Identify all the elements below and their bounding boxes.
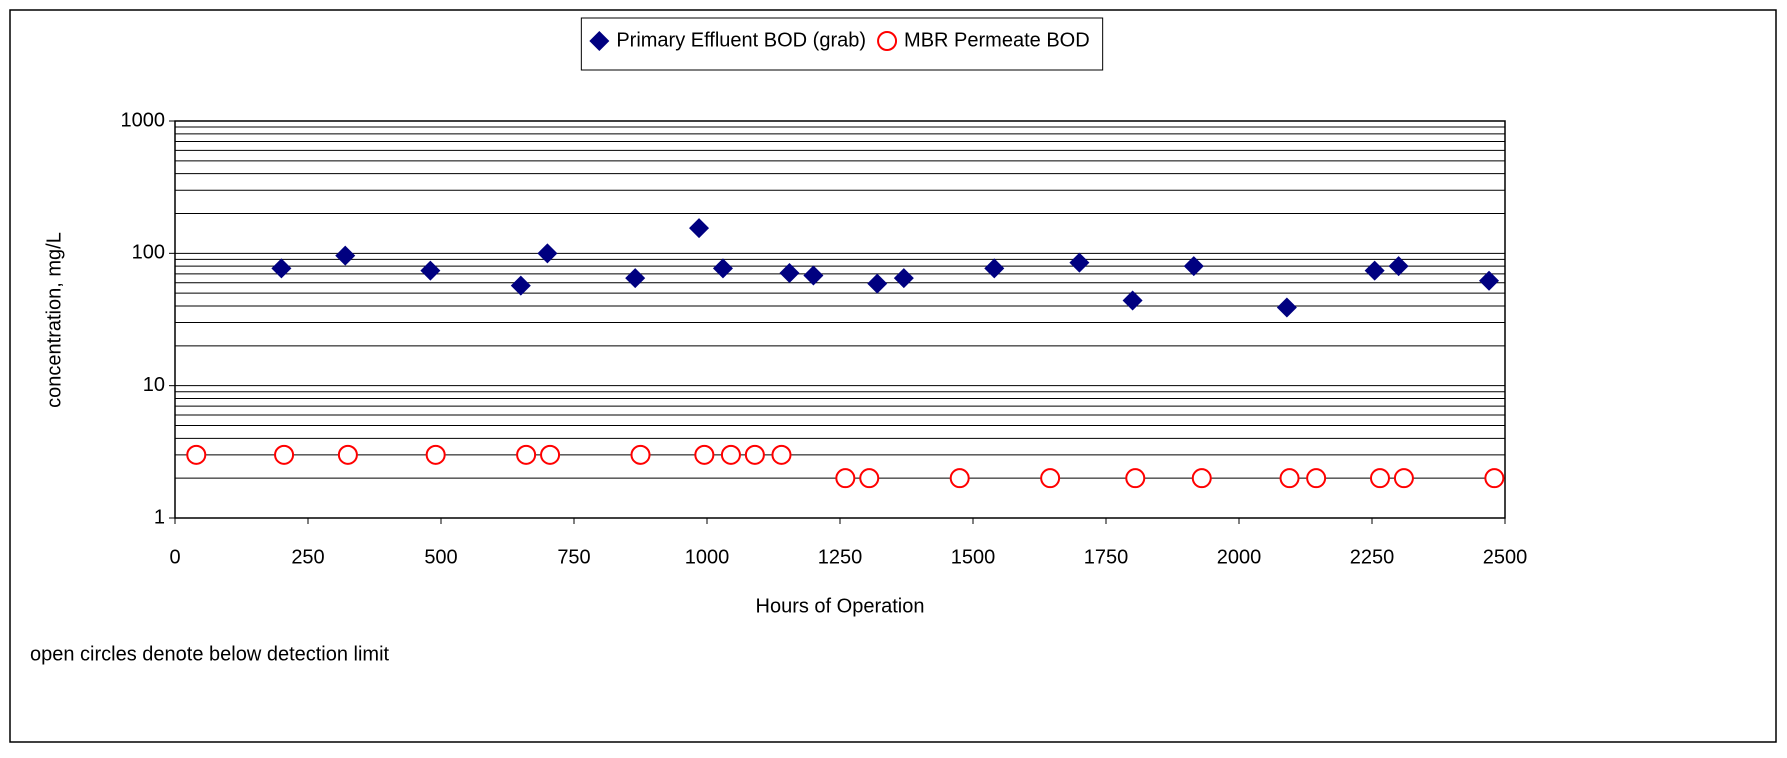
point: [835, 468, 856, 489]
x-tick-label: 1750: [1084, 546, 1129, 568]
x-tick-label: 2250: [1350, 546, 1395, 568]
point: [1306, 468, 1327, 489]
x-tick-label: 250: [291, 546, 324, 568]
point: [510, 275, 531, 296]
point: [779, 263, 800, 284]
x-tick-label: 2500: [1483, 546, 1528, 568]
x-tick-label: 2000: [1217, 546, 1262, 568]
y-tick-label: 1: [154, 506, 165, 528]
y-tick-label: 10: [143, 374, 165, 396]
point: [1388, 256, 1409, 277]
x-tick-label: 1250: [818, 546, 863, 568]
x-tick-label: 0: [169, 546, 180, 568]
point: [1364, 260, 1385, 281]
point: [420, 260, 441, 281]
point: [771, 444, 792, 465]
point: [1122, 290, 1143, 311]
point: [867, 273, 888, 294]
point: [1279, 468, 1300, 489]
point: [630, 444, 651, 465]
x-tick-label: 1500: [951, 546, 996, 568]
point: [271, 258, 292, 279]
point: [744, 444, 765, 465]
point: [337, 444, 358, 465]
point: [1393, 468, 1414, 489]
legend-box: [580, 17, 1104, 71]
point: [1191, 468, 1212, 489]
point: [1479, 270, 1500, 291]
point: [859, 468, 880, 489]
chart-border: [9, 9, 1777, 743]
point: [537, 243, 558, 264]
legend: Primary Effluent BOD (grab) MBR Permeate …: [580, 17, 1104, 71]
plot-area: [174, 120, 1506, 519]
point: [1183, 256, 1204, 277]
point: [1125, 468, 1146, 489]
y-axis-label: concentration, mg/L: [43, 232, 65, 408]
x-axis-label: Hours of Operation: [756, 595, 925, 617]
point: [186, 444, 207, 465]
y-tick-label: 100: [132, 242, 165, 264]
point: [625, 268, 646, 289]
legend-marker: [877, 31, 898, 51]
point: [893, 268, 914, 289]
point: [1276, 297, 1297, 318]
point: [425, 444, 446, 465]
point: [1369, 468, 1390, 489]
point: [803, 265, 824, 286]
point: [540, 444, 561, 465]
point: [516, 444, 537, 465]
x-tick-label: 750: [557, 546, 590, 568]
point: [335, 245, 356, 266]
x-tick-label: 500: [424, 546, 457, 568]
y-tick-label: 1000: [121, 109, 166, 131]
point: [689, 218, 710, 239]
legend-label: MBR Permeate BOD: [904, 29, 1090, 51]
point: [1484, 468, 1505, 489]
point: [984, 258, 1005, 279]
point: [949, 468, 970, 489]
point: [1069, 252, 1090, 273]
point: [694, 444, 715, 465]
legend-label: Primary Effluent BOD (grab): [616, 29, 866, 51]
point: [1040, 468, 1061, 489]
legend-marker: [589, 31, 610, 51]
x-tick-label: 1000: [685, 546, 730, 568]
point: [712, 258, 733, 279]
point: [720, 444, 741, 465]
annotation: open circles denote below detection limi…: [30, 643, 390, 665]
point: [274, 444, 295, 465]
